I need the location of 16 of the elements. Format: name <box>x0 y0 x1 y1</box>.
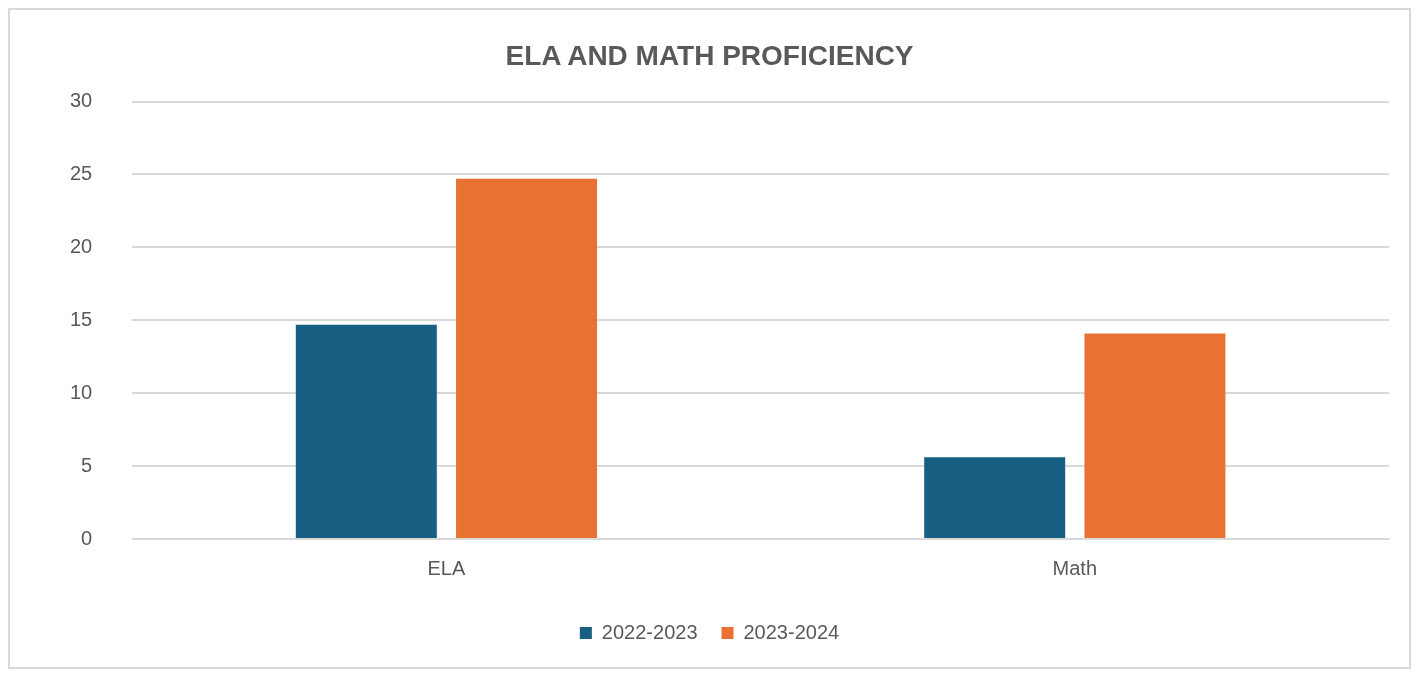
bar <box>924 457 1066 538</box>
legend-label: 2022-2023 <box>601 620 698 643</box>
y-tick-label: 25 <box>70 162 93 185</box>
x-tick-label: ELA <box>427 556 466 579</box>
y-tick-label: 30 <box>70 89 93 112</box>
bar <box>456 178 598 538</box>
y-tick-label: 10 <box>70 380 93 403</box>
y-tick-label: 20 <box>70 234 93 257</box>
x-tick-label: Math <box>1052 556 1098 579</box>
bar <box>1084 333 1226 538</box>
chart-title: ELA AND MATH PROFICIENCY <box>505 39 914 71</box>
legend-label: 2023-2024 <box>743 620 840 643</box>
bar <box>295 324 437 538</box>
y-tick-label: 5 <box>81 453 93 476</box>
y-tick-label: 0 <box>81 526 93 549</box>
y-tick-label: 15 <box>70 307 93 330</box>
